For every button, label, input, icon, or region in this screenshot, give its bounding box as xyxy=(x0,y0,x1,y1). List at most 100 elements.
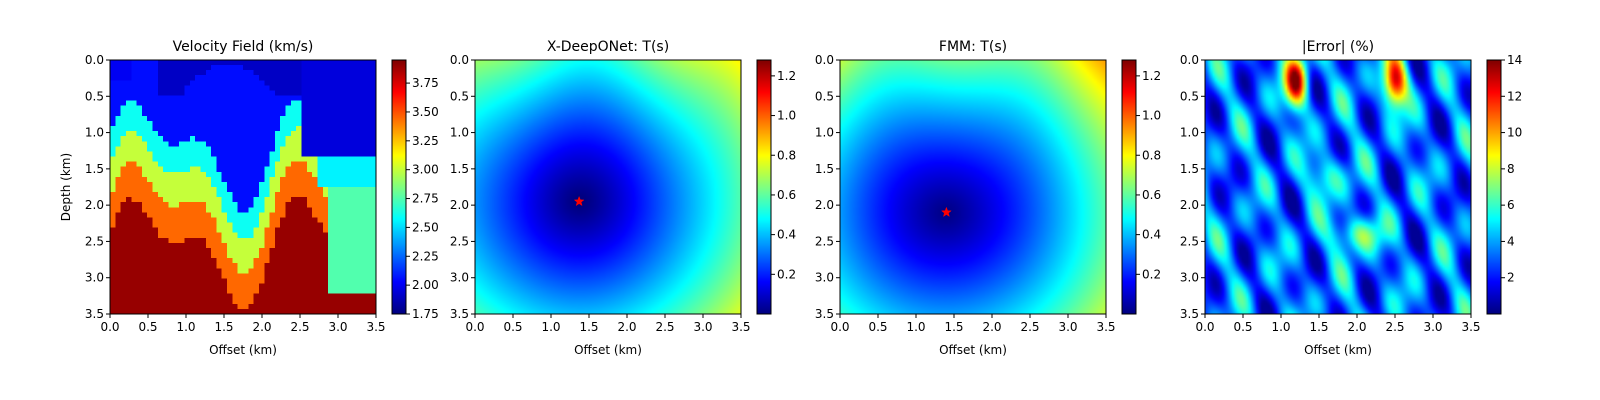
y-tick-label: 1.5 xyxy=(450,162,469,176)
y-tick-label: 0.5 xyxy=(1180,89,1199,103)
colorbar-tick-label: 1.0 xyxy=(777,109,796,123)
colorbar-tick-label: 2.25 xyxy=(412,249,439,263)
y-axis-label: Depth (km) xyxy=(59,153,73,221)
colorbar xyxy=(1487,60,1501,314)
colorbar-tick-label: 0.8 xyxy=(777,148,796,162)
heatmap-image xyxy=(1205,60,1471,314)
y-tick-label: 0.5 xyxy=(85,89,104,103)
panel-4: |Error| (%)0.0 0.5 1.0 1.5 2.0 2.5 3.0 3.50.00.… xyxy=(1180,39,1522,357)
colorbar-tick-label: 12 xyxy=(1507,89,1522,103)
heatmap-image xyxy=(475,60,741,314)
x-tick-label: 3.5 xyxy=(731,320,750,334)
y-tick-label: 3.0 xyxy=(1180,271,1199,285)
colorbar-tick-label: 1.2 xyxy=(777,69,796,83)
x-axis-label: Offset (km) xyxy=(574,343,642,357)
colorbar-tick-label: 2.50 xyxy=(412,220,439,234)
colorbar-tick-label: 0.2 xyxy=(777,267,796,281)
x-tick-label: 3.0 xyxy=(1058,320,1077,334)
colorbar-tick-label: 2 xyxy=(1507,271,1515,285)
chart-title: Velocity Field (km/s) xyxy=(173,39,314,55)
heatmap-image xyxy=(840,60,1106,314)
y-tick-label: 2.0 xyxy=(85,198,104,212)
colorbar-tick-label: 8 xyxy=(1507,162,1515,176)
y-tick-label: 2.0 xyxy=(450,198,469,212)
y-tick-label: 0.0 xyxy=(1180,53,1199,67)
heatmap-image xyxy=(110,60,376,314)
colorbar-frame xyxy=(391,59,407,315)
axes-frame xyxy=(1204,59,1472,315)
chart-title: |Error| (%) xyxy=(1302,39,1374,55)
y-tick-label: 0.5 xyxy=(815,89,834,103)
y-tick-label: 3.5 xyxy=(1180,307,1199,321)
colorbar-frame xyxy=(1486,59,1502,315)
y-tick-label: 1.0 xyxy=(450,126,469,140)
y-tick-label: 1.5 xyxy=(85,162,104,176)
colorbar xyxy=(1122,60,1136,314)
y-tick-label: 1.0 xyxy=(1180,126,1199,140)
y-tick-label: 0.0 xyxy=(450,53,469,67)
axes-frame xyxy=(839,59,1107,315)
y-tick-label: 1.0 xyxy=(85,126,104,140)
x-tick-label: 0.0 xyxy=(100,320,119,334)
colorbar-tick-label: 3.00 xyxy=(412,163,439,177)
colorbar-tick-label: 0.6 xyxy=(1142,188,1161,202)
source-star-icon xyxy=(573,195,585,207)
colorbar-frame xyxy=(756,59,772,315)
x-axis-label: Offset (km) xyxy=(1304,343,1372,357)
x-tick-label: 3.5 xyxy=(366,320,385,334)
panel-1: Velocity Field (km/s) 0.0 0.5 1.0 1.5 2.0 2.5 3… xyxy=(59,39,439,357)
y-tick-label: 0.0 xyxy=(85,53,104,67)
x-tick-label: 0.0 xyxy=(1195,320,1214,334)
chart-title: FMM: T(s) xyxy=(939,39,1007,55)
y-tick-label: 1.0 xyxy=(815,126,834,140)
x-tick-label: 3.0 xyxy=(328,320,347,334)
x-tick-label: 1.0 xyxy=(906,320,925,334)
colorbar xyxy=(757,60,771,314)
x-tick-label: 0.0 xyxy=(830,320,849,334)
x-axis-label: Offset (km) xyxy=(209,343,277,357)
x-tick-label: 1.5 xyxy=(214,320,233,334)
y-tick-label: 2.0 xyxy=(1180,198,1199,212)
y-tick-label: 3.0 xyxy=(450,271,469,285)
x-tick-label: 3.0 xyxy=(1423,320,1442,334)
axes-frame xyxy=(474,59,742,315)
y-tick-label: 3.5 xyxy=(815,307,834,321)
colorbar-tick-label: 3.75 xyxy=(412,76,439,90)
x-axis-label: Offset (km) xyxy=(939,343,1007,357)
colorbar-tick-label: 3.50 xyxy=(412,105,439,119)
panel-3: FMM: T(s)0.0 0.5 1.0 1.5 2.0 2.5 3.0 3.50.00.51… xyxy=(815,39,1161,357)
colorbar-tick-label: 2.75 xyxy=(412,192,439,206)
colorbar-tick-label: 1.75 xyxy=(412,307,439,321)
y-tick-label: 2.5 xyxy=(1180,234,1199,248)
colorbar xyxy=(392,60,406,314)
y-tick-label: 2.5 xyxy=(85,234,104,248)
y-tick-label: 0.5 xyxy=(450,89,469,103)
axes-frame xyxy=(109,59,377,315)
x-tick-label: 2.5 xyxy=(1020,320,1039,334)
y-tick-label: 0.0 xyxy=(815,53,834,67)
x-tick-label: 2.0 xyxy=(252,320,271,334)
colorbar-frame xyxy=(1121,59,1137,315)
x-tick-label: 0.5 xyxy=(1233,320,1252,334)
y-tick-label: 2.5 xyxy=(450,234,469,248)
x-tick-label: 3.0 xyxy=(693,320,712,334)
y-tick-label: 3.5 xyxy=(85,307,104,321)
colorbar-tick-label: 0.4 xyxy=(777,228,796,242)
colorbar-tick-label: 2.00 xyxy=(412,278,439,292)
x-tick-label: 1.0 xyxy=(1271,320,1290,334)
x-tick-label: 2.0 xyxy=(617,320,636,334)
y-tick-label: 2.0 xyxy=(815,198,834,212)
x-tick-label: 0.5 xyxy=(503,320,522,334)
colorbar-tick-label: 1.0 xyxy=(1142,109,1161,123)
x-tick-label: 2.0 xyxy=(982,320,1001,334)
x-tick-label: 2.5 xyxy=(290,320,309,334)
x-tick-label: 1.5 xyxy=(579,320,598,334)
x-tick-label: 1.5 xyxy=(1309,320,1328,334)
colorbar-tick-label: 6 xyxy=(1507,198,1515,212)
y-tick-label: 2.5 xyxy=(815,234,834,248)
colorbar-tick-label: 10 xyxy=(1507,126,1522,140)
x-tick-label: 1.0 xyxy=(541,320,560,334)
colorbar-tick-label: 1.2 xyxy=(1142,69,1161,83)
colorbar-tick-label: 0.4 xyxy=(1142,228,1161,242)
